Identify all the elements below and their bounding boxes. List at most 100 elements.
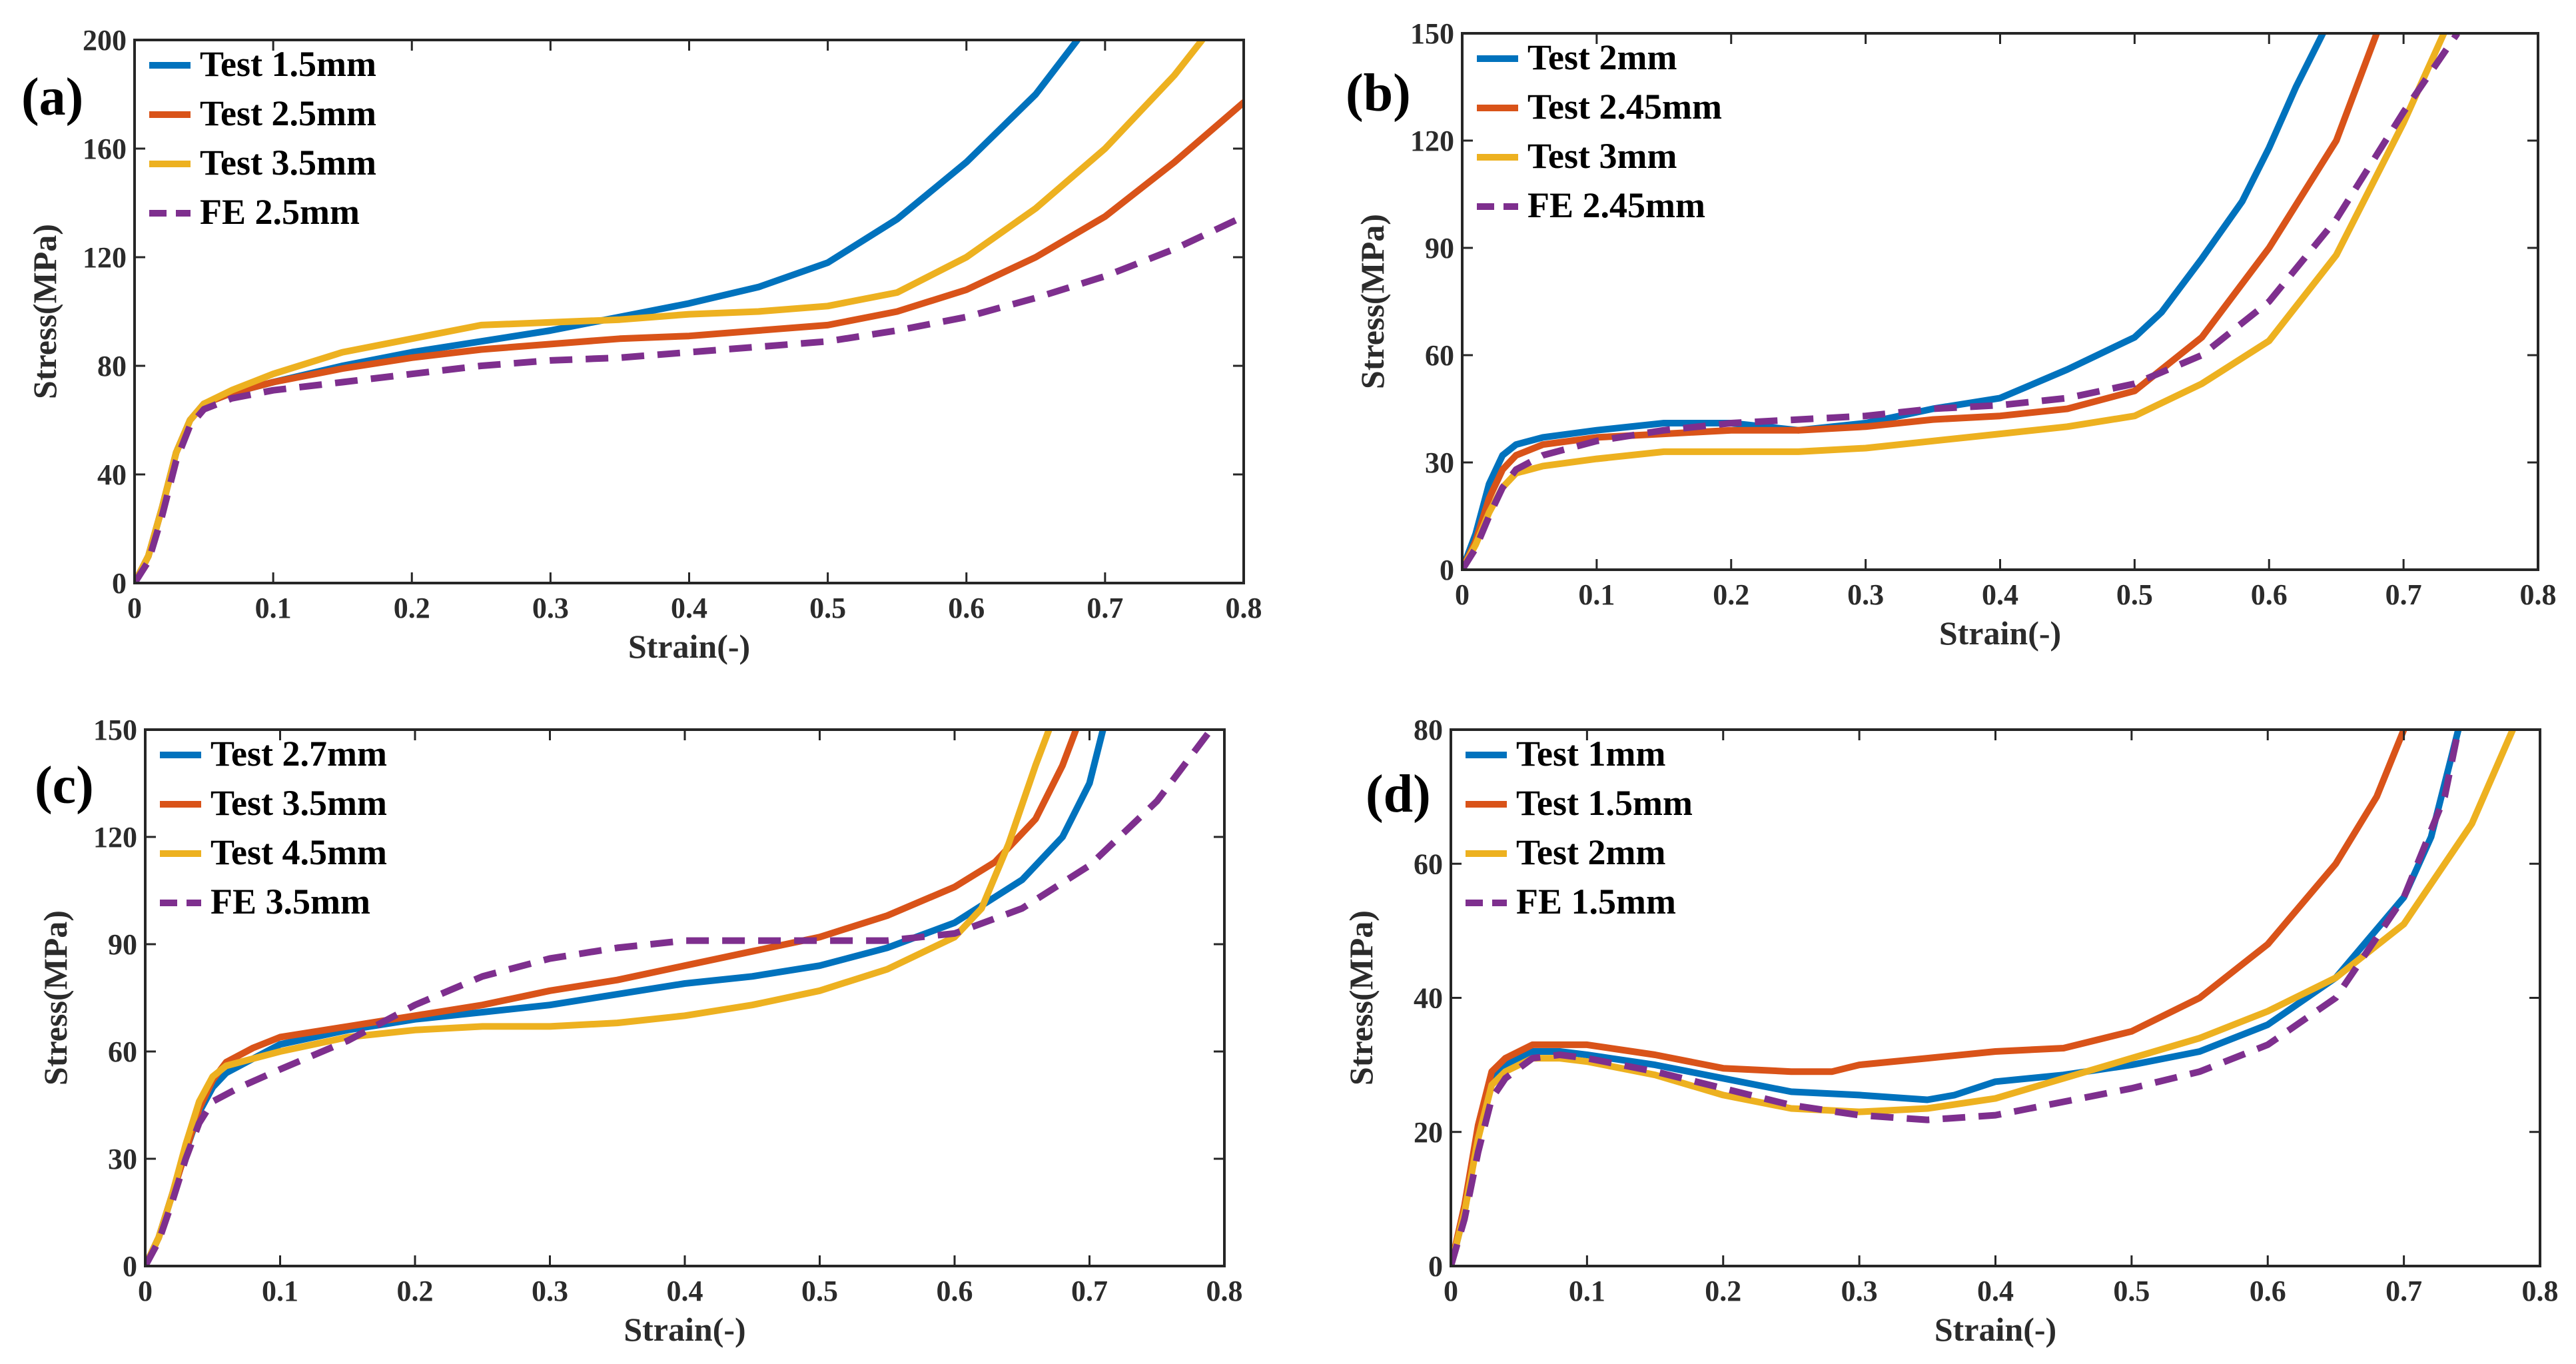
legend-entry: Test 3.5mm [211,783,387,823]
x-tick-label: 0.4 [671,592,707,624]
x-tick-label: 0.5 [801,1275,838,1307]
y-tick-label: 90 [1425,232,1454,265]
x-tick-label: 0.2 [397,1275,434,1307]
x-tick-label: 0.3 [532,1275,568,1307]
y-tick-label: 30 [108,1143,137,1175]
series-group [1462,33,2461,570]
x-tick-label: 0.1 [1578,578,1615,611]
series-line-test-2mm [1462,33,2326,570]
panel-label: (b) [1346,64,1411,123]
series-group [1451,730,2517,1266]
x-axis-title: Strain(-) [1934,1311,2056,1348]
x-tick-label: 0.7 [2385,578,2422,611]
x-tick-label: 0.8 [1206,1275,1243,1307]
x-tick-label: 0.2 [1713,578,1749,611]
x-tick-label: 0.8 [1226,592,1262,624]
series-line-fe-2-5mm [135,213,1244,583]
legend-entry: Test 2.5mm [200,93,376,133]
y-tick-label: 40 [1414,982,1443,1015]
x-tick-label: 0.4 [667,1275,703,1307]
y-tick-label: 160 [83,133,127,165]
x-tick-label: 0.1 [255,592,292,624]
x-tick-label: 0.1 [262,1275,298,1307]
series-line-fe-2-45mm [1462,33,2461,570]
y-tick-label: 90 [108,928,137,961]
legend-entry: Test 3.5mm [200,143,376,183]
series-line-test-2mm [1451,730,2517,1266]
y-tick-label: 80 [1414,714,1443,746]
legend-entry: FE 2.45mm [1527,185,1705,225]
x-tick-label: 0.1 [1569,1275,1605,1307]
x-tick-label: 0.5 [2113,1275,2150,1307]
x-tick-label: 0.7 [1086,592,1123,624]
legend-entry: Test 1.5mm [1516,783,1693,823]
y-tick-label: 30 [1425,446,1454,479]
x-tick-label: 0.4 [1977,1275,2014,1307]
series-line-test-1-5mm [1451,730,2407,1266]
y-axis-title: Stress(MPa) [1354,214,1391,389]
x-tick-label: 0.3 [532,592,569,624]
x-axis-title: Strain(-) [624,1311,745,1348]
panel-a: 0 0.1 0.2 0.3 0.4 0.5 0.6 0.7 0.8 0 40 80 120 160 200 S… [21,24,1262,665]
legend-entry: Test 2.7mm [211,734,387,774]
y-axis-title: Stress(MPa) [1342,910,1380,1085]
y-tick-label: 0 [123,1250,137,1283]
panel-label: (d) [1366,765,1431,824]
x-tick-label: 0.2 [1705,1275,1741,1307]
legend-entry: FE 1.5mm [1516,882,1676,922]
legend-entry: Test 1mm [1516,734,1666,774]
x-tick-label: 0.6 [2250,1275,2286,1307]
x-tick-label: 0.2 [394,592,430,624]
y-tick-label: 200 [83,24,127,57]
series-line-test-4-5mm [145,730,1053,1266]
legend: Test 1.5mm Test 2.5mm Test 3.5mm FE 2.5mm [149,44,376,232]
x-axis-title: Strain(-) [628,628,750,665]
x-tick-label: 0 [1455,578,1470,611]
legend-entry: Test 2mm [1527,37,1677,77]
y-tick-label: 120 [1410,125,1454,157]
y-axis-title: Stress(MPa) [26,224,63,399]
legend-entry: FE 2.5mm [200,192,360,232]
x-tick-label: 0.7 [2385,1275,2422,1307]
legend-entry: Test 2.45mm [1527,87,1722,127]
y-tick-label: 60 [1425,339,1454,372]
panel-label: (a) [21,68,83,127]
x-tick-label: 0.6 [948,592,985,624]
y-tick-label: 60 [108,1035,137,1068]
x-tick-label: 0.6 [2251,578,2288,611]
legend-entry: FE 3.5mm [211,882,370,922]
y-tick-label: 20 [1414,1116,1443,1149]
x-tick-label: 0 [1444,1275,1458,1307]
panel-b: 0 0.1 0.2 0.3 0.4 0.5 0.6 0.7 0.8 0 30 60 90 120 150 St… [1346,17,2557,652]
x-tick-label: 0.8 [2520,578,2557,611]
y-tick-label: 150 [93,714,137,746]
legend-entry: Test 2mm [1516,832,1666,872]
series-line-test-2-45mm [1462,33,2380,570]
y-tick-label: 150 [1410,17,1454,50]
y-tick-label: 0 [112,567,127,600]
x-tick-label: 0.4 [1982,578,2018,611]
y-tick-label: 80 [97,350,127,382]
series-line-fe-3-5mm [145,730,1214,1266]
x-tick-label: 0.8 [2522,1275,2559,1307]
legend-entry: Test 3mm [1527,136,1677,176]
legend: Test 2mm Test 2.45mm Test 3mm FE 2.45mm [1477,37,1722,225]
y-tick-label: 0 [1440,554,1454,586]
x-tick-label: 0.3 [1847,578,1884,611]
y-tick-label: 60 [1414,848,1443,880]
y-tick-label: 120 [93,821,137,854]
series-group [135,40,1244,583]
series-line-test-3mm [1462,33,2447,570]
panel-label: (c) [35,756,94,815]
x-tick-label: 0 [127,592,142,624]
x-tick-label: 0.7 [1071,1275,1108,1307]
y-tick-label: 40 [97,458,127,491]
legend-entry: Test 4.5mm [211,832,387,872]
legend-entry: Test 1.5mm [200,44,376,84]
y-tick-label: 0 [1428,1250,1443,1283]
y-axis-title: Stress(MPa) [37,910,74,1085]
legend: Test 1mm Test 1.5mm Test 2mm FE 1.5mm [1466,734,1693,922]
x-tick-label: 0.5 [809,592,846,624]
